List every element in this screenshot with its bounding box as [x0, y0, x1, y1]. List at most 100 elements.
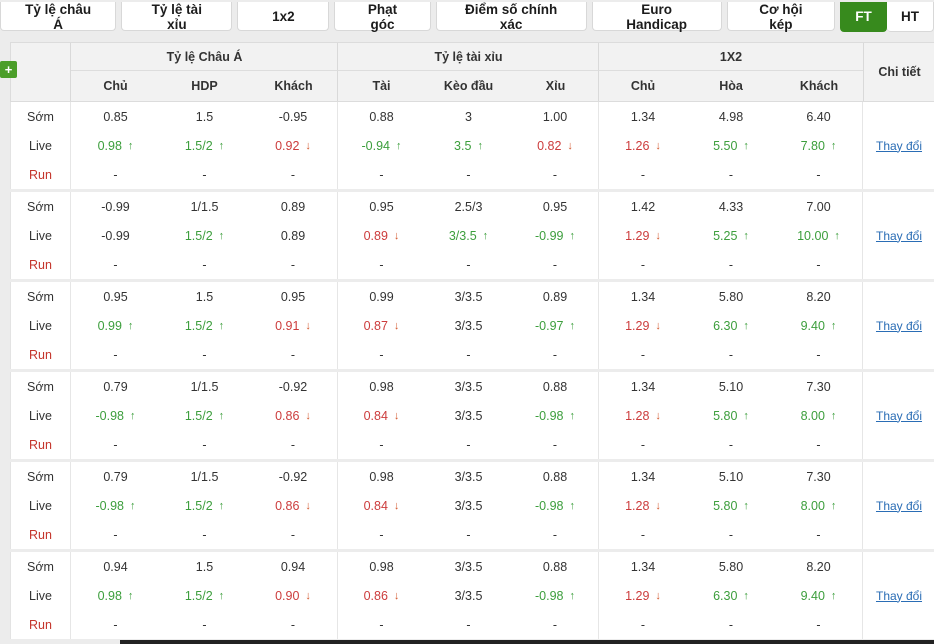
odds-value: 0.84 — [363, 408, 388, 423]
tab-euro-handicap[interactable]: Euro Handicap — [591, 2, 722, 32]
odds-cell: 5.50 ↑ — [687, 131, 775, 160]
odds-value: 3 — [465, 109, 472, 124]
odds-cell: - — [775, 340, 863, 369]
arrow-down-icon: ↓ — [655, 319, 661, 332]
odds-value: 1.5 — [195, 289, 214, 304]
odds-value: - — [640, 437, 646, 452]
odds-cell: - — [512, 340, 599, 369]
odds-cell: 3/3.5 — [425, 581, 512, 610]
change-link[interactable]: Thay đổi — [875, 138, 923, 153]
change-link[interactable]: Thay đổi — [875, 588, 923, 603]
odds-value: 0.79 — [103, 379, 128, 394]
odds-cell: 0.92 ↓ — [249, 131, 338, 160]
odds-cell: 1.34 — [599, 372, 687, 401]
odds-cell: 1.5 — [160, 552, 249, 581]
odds-cell: 8.20 — [775, 282, 863, 311]
odds-row-early: Sớm 0.79 1/1.5 -0.92 0.98 3/3.5 0.88 1.34 5.10 7.… — [11, 372, 934, 401]
odds-value: - — [290, 617, 296, 632]
tab-1x2[interactable]: 1x2 — [237, 2, 330, 31]
add-button[interactable]: + — [0, 61, 17, 78]
odds-cell: - — [425, 610, 512, 639]
odds-cell: -0.92 — [249, 462, 338, 491]
tab-correct-score[interactable]: Điểm số chính xác — [435, 2, 587, 32]
arrow-down-icon: ↓ — [305, 409, 311, 422]
odds-value: 1.5 — [195, 559, 214, 574]
odds-cell: 1.28 ↓ — [599, 491, 687, 520]
odds-value: - — [290, 347, 296, 362]
arrow-up-icon: ↑ — [218, 229, 225, 242]
odds-value: -0.99 — [101, 199, 130, 214]
odds-cell: 0.79 — [71, 372, 160, 401]
odds-value: 3/3.5 — [448, 228, 477, 243]
odds-cell: 5.80 ↑ — [687, 491, 775, 520]
odds-cell: - — [599, 340, 687, 369]
odds-value: 5.10 — [718, 469, 744, 484]
arrow-up-icon: ↑ — [569, 589, 576, 602]
tab-corners[interactable]: Phạt góc — [334, 2, 431, 32]
arrow-up-icon: ↑ — [743, 139, 749, 152]
arrow-up-icon: ↑ — [743, 499, 749, 512]
tab-asian-handicap[interactable]: Tỷ lệ châu Á — [0, 2, 117, 32]
toggle-ft[interactable]: FT — [840, 2, 887, 32]
odds-cell: 1.29 ↓ — [599, 311, 687, 340]
arrow-down-icon: ↓ — [305, 319, 311, 332]
odds-value: - — [379, 437, 384, 452]
tab-over-under[interactable]: Tỷ lệ tài xỉu — [121, 2, 233, 32]
odds-cell: -0.92 — [249, 372, 338, 401]
odds-cell: 3/3.5 — [425, 311, 512, 340]
detail-cell — [862, 552, 934, 581]
odds-cell: 1/1.5 — [160, 462, 249, 491]
odds-cell: 0.88 — [512, 462, 599, 491]
odds-value: -0.98 — [95, 408, 125, 423]
odds-block: Sớm 0.79 1/1.5 -0.92 0.98 3/3.5 0.88 1.34 5.10 7.… — [10, 462, 934, 549]
odds-value: - — [728, 167, 734, 182]
odds-value: 1/1.5 — [190, 199, 219, 214]
odds-value: 0.94 — [103, 559, 128, 574]
row-label-early: Sớm — [11, 282, 71, 311]
arrow-up-icon: ↑ — [569, 319, 576, 332]
odds-cell: 1.5/2 ↑ — [160, 491, 249, 520]
arrow-up-icon: ↑ — [218, 499, 225, 512]
odds-value: - — [816, 257, 821, 272]
odds-cell: - — [71, 160, 160, 189]
odds-cell: 3/3.5 — [425, 491, 512, 520]
arrow-up-icon: ↑ — [569, 499, 576, 512]
odds-cell: - — [338, 160, 425, 189]
odds-cell: 5.25 ↑ — [687, 221, 775, 250]
odds-cell: - — [775, 520, 863, 549]
detail-cell — [862, 160, 934, 189]
odds-cell: - — [71, 610, 160, 639]
odds-cell: 6.40 — [775, 102, 863, 131]
odds-value: 0.89 — [542, 289, 568, 304]
odds-cell: 8.00 ↑ — [775, 401, 863, 430]
arrow-down-icon: ↓ — [393, 589, 400, 602]
change-link[interactable]: Thay đổi — [875, 228, 923, 243]
change-link[interactable]: Thay đổi — [875, 408, 923, 423]
odds-row-live: Live -0.98 ↑ 1.5/2 ↑ 0.86 ↓ 0.84 ↓ 3/3.5 -0.98 ↑ 1.2… — [11, 401, 934, 430]
row-label-live: Live — [11, 311, 71, 340]
odds-value: - — [379, 347, 384, 362]
toggle-ht[interactable]: HT — [887, 2, 934, 32]
odds-cell: 0.84 ↓ — [338, 401, 425, 430]
odds-value: - — [816, 167, 821, 182]
col-header-1x2-draw: Hòa — [719, 79, 743, 93]
odds-cell: 0.85 — [71, 102, 160, 131]
odds-value: - — [202, 617, 207, 632]
odds-cell: - — [160, 430, 249, 459]
change-link[interactable]: Thay đổi — [875, 498, 923, 513]
arrow-down-icon: ↓ — [567, 139, 573, 152]
detail-cell — [862, 102, 934, 131]
odds-cell: - — [338, 610, 425, 639]
odds-row-live: Live 0.98 ↑ 1.5/2 ↑ 0.92 ↓ -0.94 ↑ 3.5 ↑ 0.82 ↓ 1.26 ↓… — [11, 131, 934, 160]
odds-value: 0.95 — [542, 199, 568, 214]
odds-cell: 0.82 ↓ — [512, 131, 599, 160]
tab-double-chance[interactable]: Cơ hội kép — [726, 2, 835, 32]
odds-cell: - — [687, 160, 775, 189]
odds-value: 7.30 — [806, 469, 831, 484]
odds-cell: 0.95 — [249, 282, 338, 311]
row-label-early: Sớm — [11, 462, 71, 491]
odds-value: 5.80 — [713, 498, 738, 513]
change-link[interactable]: Thay đổi — [875, 318, 923, 333]
odds-cell: 3/3.5 ↑ — [425, 221, 512, 250]
odds-value: 1.29 — [625, 318, 650, 333]
